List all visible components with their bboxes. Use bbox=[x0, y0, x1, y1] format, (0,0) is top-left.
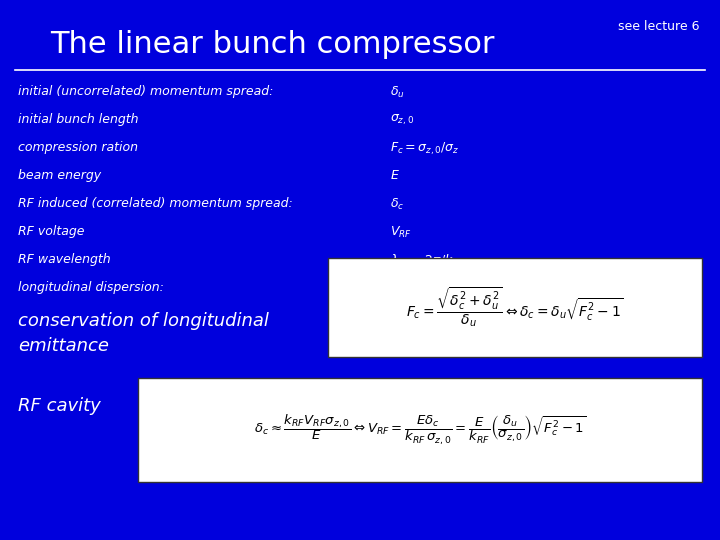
Text: longitudinal dispersion:: longitudinal dispersion: bbox=[18, 281, 164, 294]
Text: $F_c = \sigma_{z,0}/\sigma_z$: $F_c = \sigma_{z,0}/\sigma_z$ bbox=[390, 141, 459, 157]
Text: $\sigma_{z,0}$: $\sigma_{z,0}$ bbox=[390, 113, 414, 127]
Text: $F_c = \dfrac{\sqrt{\delta_c^2 + \delta_u^2}}{\delta_u} \Leftrightarrow \delta_c: $F_c = \dfrac{\sqrt{\delta_c^2 + \delta_… bbox=[406, 286, 624, 329]
Text: initial bunch length: initial bunch length bbox=[18, 113, 138, 126]
Text: $\delta_c \approx \dfrac{k_{RF} V_{RF} \sigma_{z,0}}{E} \Leftrightarrow V_{RF} =: $\delta_c \approx \dfrac{k_{RF} V_{RF} \… bbox=[253, 413, 587, 447]
Text: RF induced (correlated) momentum spread:: RF induced (correlated) momentum spread: bbox=[18, 197, 293, 210]
Text: RF voltage: RF voltage bbox=[18, 225, 84, 238]
Text: The linear bunch compressor: The linear bunch compressor bbox=[50, 30, 495, 59]
Text: see lecture 6: see lecture 6 bbox=[618, 20, 700, 33]
Text: compression ration: compression ration bbox=[18, 141, 138, 154]
FancyBboxPatch shape bbox=[328, 258, 702, 357]
FancyBboxPatch shape bbox=[138, 378, 702, 482]
Text: $E$: $E$ bbox=[390, 169, 400, 182]
Text: $\lambda_{RF} = 2\pi / k_{RF}$: $\lambda_{RF} = 2\pi / k_{RF}$ bbox=[390, 253, 465, 269]
Text: beam energy: beam energy bbox=[18, 169, 101, 182]
Text: conservation of longitudinal
emittance: conservation of longitudinal emittance bbox=[18, 312, 269, 355]
Text: initial (uncorrelated) momentum spread:: initial (uncorrelated) momentum spread: bbox=[18, 85, 274, 98]
Text: $R_{56}$: $R_{56}$ bbox=[390, 281, 411, 296]
Text: $V_{RF}$: $V_{RF}$ bbox=[390, 225, 412, 240]
Text: $\delta_c$: $\delta_c$ bbox=[390, 197, 405, 212]
Text: RF cavity: RF cavity bbox=[18, 397, 101, 415]
Text: $\delta_u$: $\delta_u$ bbox=[390, 85, 405, 100]
Text: RF wavelength: RF wavelength bbox=[18, 253, 111, 266]
